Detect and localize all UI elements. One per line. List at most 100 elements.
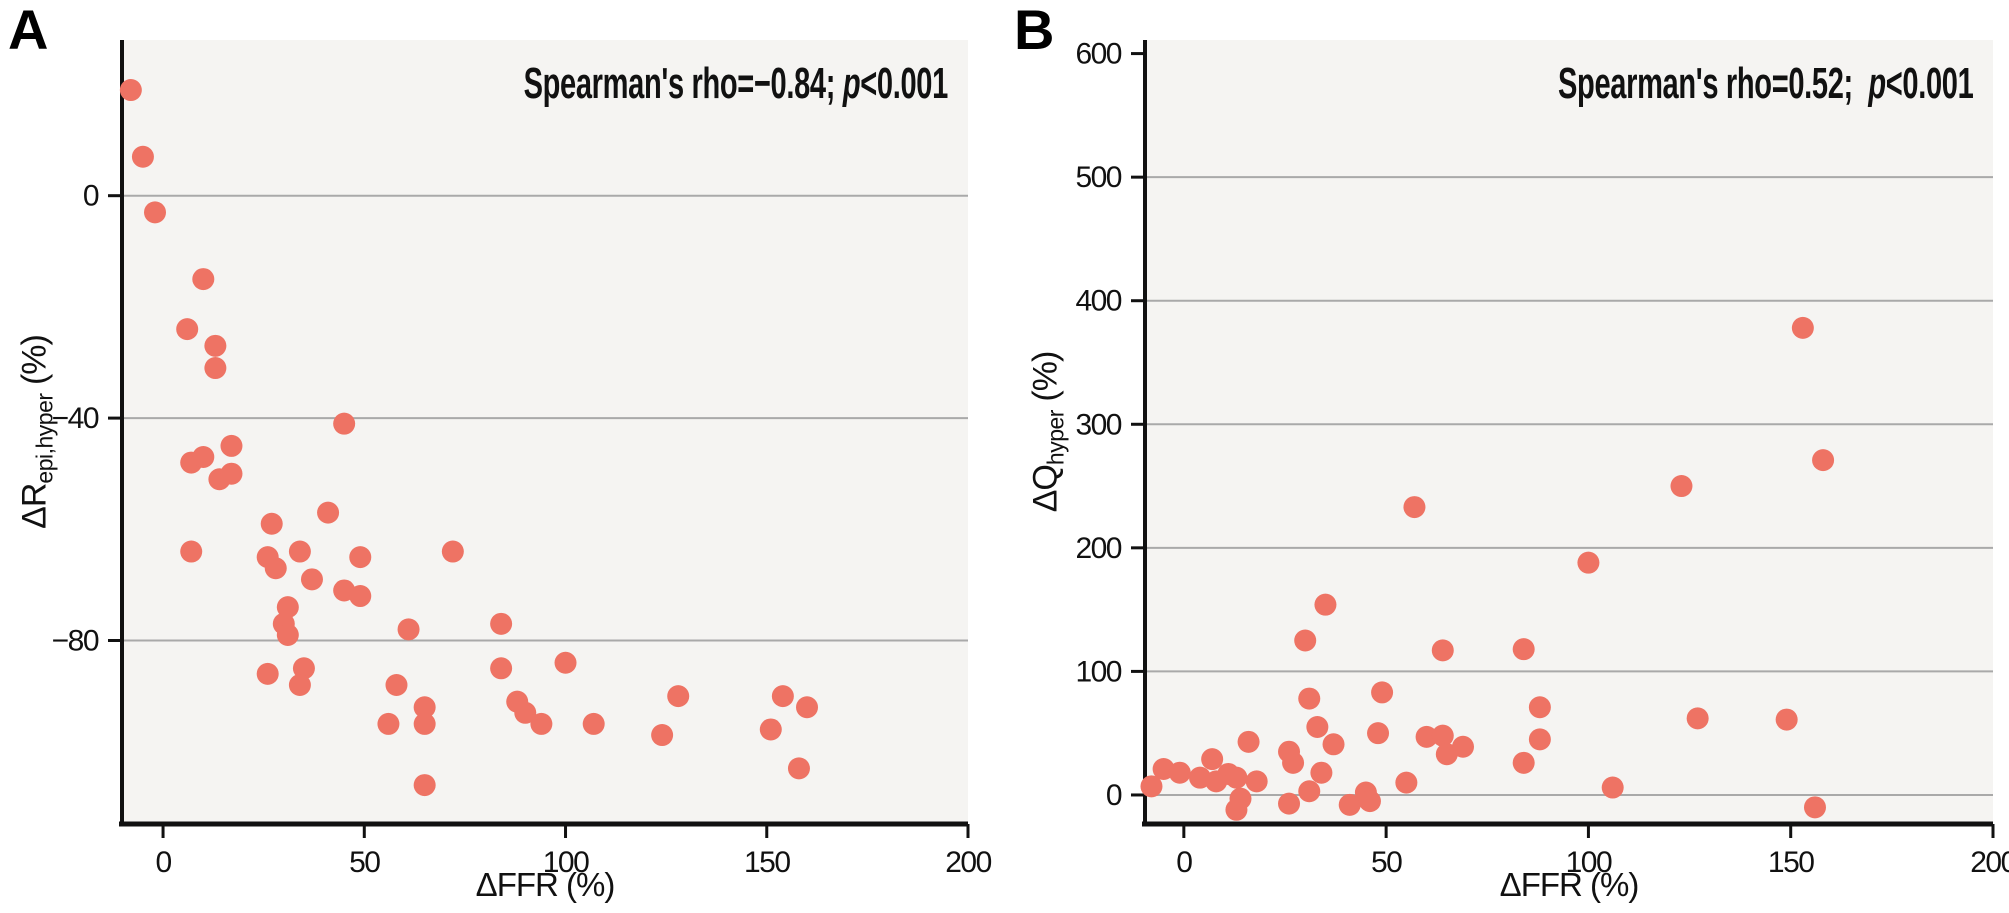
x-tick-label: 0: [1176, 846, 1192, 879]
y-tick-label: 200: [1075, 532, 1121, 565]
data-point: [490, 657, 513, 680]
y-label-unit: (%): [15, 335, 54, 394]
data-point: [1338, 793, 1361, 816]
data-point: [1278, 792, 1301, 815]
data-point: [144, 201, 167, 224]
data-point: [264, 557, 287, 580]
annotation-p-italic: p: [1867, 59, 1886, 108]
panel-b-label: B: [1014, 0, 1055, 61]
annotation-text: <0.001: [1885, 59, 1973, 108]
y-tick-label: 100: [1075, 655, 1121, 688]
data-point: [220, 434, 243, 457]
data-point: [759, 718, 782, 741]
data-point: [771, 685, 794, 708]
data-point: [292, 657, 315, 680]
data-point: [317, 501, 340, 524]
data-point: [1371, 681, 1394, 704]
data-point: [204, 357, 227, 380]
data-point: [1310, 761, 1333, 784]
data-point: [787, 757, 810, 780]
data-point: [220, 462, 243, 485]
data-point: [441, 540, 464, 563]
x-tick-label: 150: [1768, 846, 1814, 879]
data-point: [514, 701, 537, 724]
data-point: [1201, 748, 1224, 771]
data-point: [288, 673, 311, 696]
data-point: [276, 596, 299, 619]
data-point: [1225, 766, 1248, 789]
data-point: [530, 712, 553, 735]
data-point: [1245, 770, 1268, 793]
data-point: [413, 774, 436, 797]
x-tick-label: 200: [945, 846, 991, 879]
data-point: [1294, 629, 1317, 652]
y-tick-label: −80: [52, 625, 99, 658]
y-tick-label: 300: [1075, 408, 1121, 441]
data-point: [1775, 708, 1798, 731]
data-point: [385, 673, 408, 696]
data-point: [667, 685, 690, 708]
y-tick-label: 0: [1106, 779, 1122, 812]
data-point: [300, 568, 323, 591]
y-tick-label: 500: [1075, 161, 1121, 194]
data-point: [180, 540, 203, 563]
data-point: [1577, 551, 1600, 574]
data-point: [1415, 725, 1438, 748]
panel-a-annotation: Spearman's rho=−0.84; p<0.001: [524, 62, 949, 106]
data-point: [554, 651, 577, 674]
data-point: [796, 696, 819, 719]
data-point: [260, 512, 283, 535]
plot-area: [122, 40, 968, 824]
data-point: [1282, 751, 1305, 774]
y-label-subscript: hyper: [1042, 410, 1069, 466]
x-tick-label: 50: [349, 846, 380, 879]
data-point: [1403, 496, 1426, 519]
data-point: [377, 712, 400, 735]
data-point: [1512, 638, 1535, 661]
annotation-text: Spearman's rho=0.52;: [1557, 59, 1868, 108]
plot-area: [1145, 40, 1993, 824]
data-point: [1803, 796, 1826, 819]
data-point: [1358, 790, 1381, 813]
data-point: [1237, 730, 1260, 753]
data-point: [1367, 722, 1390, 745]
data-point: [1431, 724, 1454, 747]
y-label-main: ΔR: [15, 483, 54, 529]
data-point: [256, 662, 279, 685]
data-point: [1670, 475, 1693, 498]
data-point: [1140, 775, 1163, 798]
panel-a-label: A: [8, 0, 49, 61]
y-tick-label: 600: [1075, 38, 1121, 71]
data-point: [490, 612, 513, 635]
data-point: [1452, 735, 1474, 758]
data-point: [1431, 639, 1454, 662]
y-label-main: ΔQ: [1026, 465, 1065, 513]
data-point: [1395, 771, 1418, 794]
data-point: [413, 712, 436, 735]
data-point: [1528, 696, 1551, 719]
y-tick-label: 0: [83, 180, 99, 213]
data-point: [1322, 733, 1345, 756]
data-point: [1225, 798, 1248, 821]
data-point: [349, 585, 372, 608]
panel-b-annotation: Spearman's rho=0.52; p<0.001: [1557, 59, 1974, 108]
data-point: [333, 412, 356, 435]
y-label-subscript: epi,hyper: [31, 393, 58, 484]
data-point: [349, 546, 372, 569]
data-point: [1168, 761, 1191, 784]
data-point: [119, 79, 142, 102]
panel-a-x-axis-label: ΔFFR (%): [475, 866, 616, 903]
data-point: [582, 712, 605, 735]
x-tick-label: 0: [155, 846, 171, 879]
data-point: [176, 318, 199, 341]
x-tick-label: 100: [543, 846, 589, 879]
x-tick-label: 100: [1566, 846, 1612, 879]
x-tick-label: 50: [1371, 846, 1402, 879]
data-point: [131, 145, 154, 168]
data-point: [204, 334, 227, 357]
y-tick-label: −40: [52, 402, 99, 435]
data-point: [1686, 707, 1709, 730]
y-tick-label: 400: [1075, 285, 1121, 318]
panel-b-x-axis-label: ΔFFR (%): [1499, 866, 1640, 903]
